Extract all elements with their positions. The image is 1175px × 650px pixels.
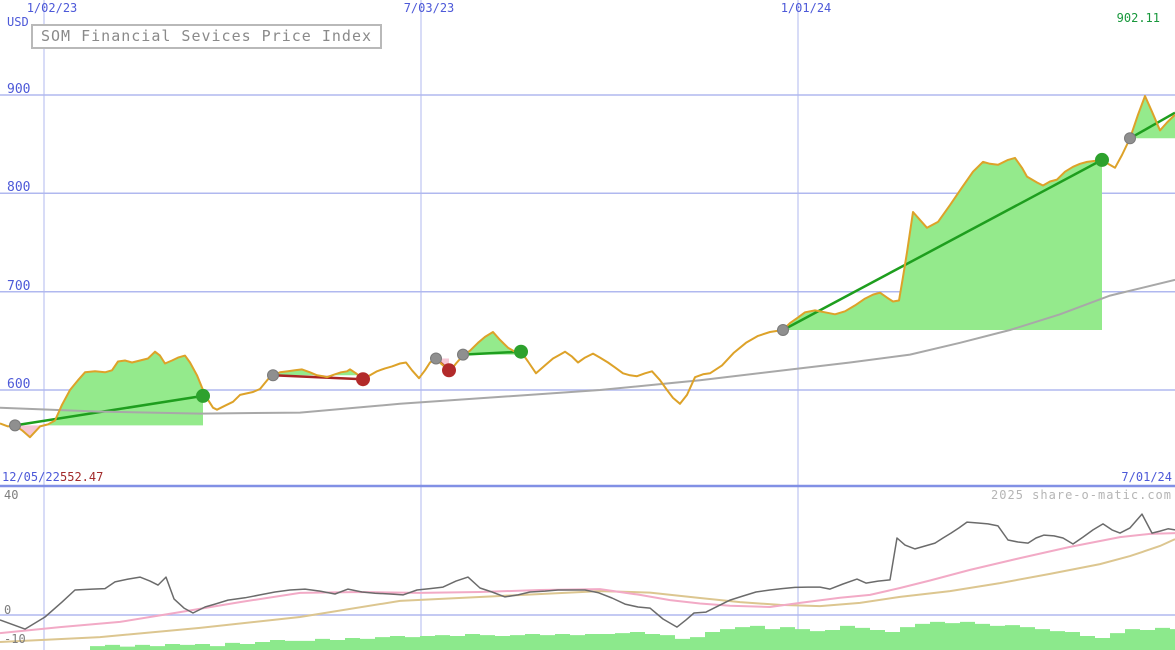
trend-start-marker — [267, 369, 279, 382]
uptrend-fill — [463, 332, 521, 355]
start-date-label: 12/05/22 — [2, 470, 60, 484]
uptrend-fill — [15, 351, 203, 426]
x-axis-date-label: 1/02/23 — [26, 1, 78, 15]
y-axis-tick-label: 800 — [7, 180, 31, 196]
trend-start-marker — [430, 352, 442, 365]
oscillator-tick-label: -10 — [4, 631, 26, 646]
trend-start-marker — [457, 348, 469, 361]
up-trend-line — [782, 158, 1103, 332]
y-axis-tick-label: 900 — [7, 82, 31, 97]
trend-end-marker-down — [356, 372, 370, 387]
trend-end-marker-up — [514, 344, 528, 359]
trend-start-marker — [777, 324, 789, 336]
trend-end-marker-up — [1095, 152, 1109, 167]
up-trend-line — [1129, 111, 1175, 140]
currency-label: USD — [7, 15, 29, 29]
down-trend-line — [272, 374, 364, 381]
last-value-label: 902.11 — [1116, 11, 1160, 25]
oscillator-tick-label: 0 — [4, 603, 12, 617]
up-trend-line — [14, 394, 204, 427]
watermark: 2025 share-o-matic.com — [991, 488, 1172, 502]
chart-title: SOM Financial Sevices Price Index — [31, 24, 383, 49]
end-date-label: 7/01/24 — [1121, 470, 1172, 484]
oscillator-fast-line — [0, 513, 1175, 630]
y-axis-tick-label: 700 — [7, 278, 31, 294]
moving-average-line — [0, 278, 1175, 415]
trend-end-marker-up — [196, 388, 210, 403]
trend-start-marker — [1124, 132, 1136, 145]
x-axis-date-label: 1/01/24 — [780, 1, 832, 15]
oscillator-tick-label: 40 — [4, 488, 19, 502]
price-line — [0, 95, 1175, 439]
y-axis-tick-label: 600 — [7, 377, 31, 392]
histogram-bars — [90, 621, 1175, 650]
oscillator-signal-pink-line — [0, 532, 1175, 635]
x-axis-date-label: 7/03/23 — [403, 1, 455, 15]
trend-start-marker — [9, 419, 21, 432]
up-trend-line — [462, 350, 522, 356]
downtrend-fill — [15, 425, 203, 438]
trend-end-marker-down — [442, 363, 456, 378]
start-value-label: 552.47 — [60, 470, 104, 484]
